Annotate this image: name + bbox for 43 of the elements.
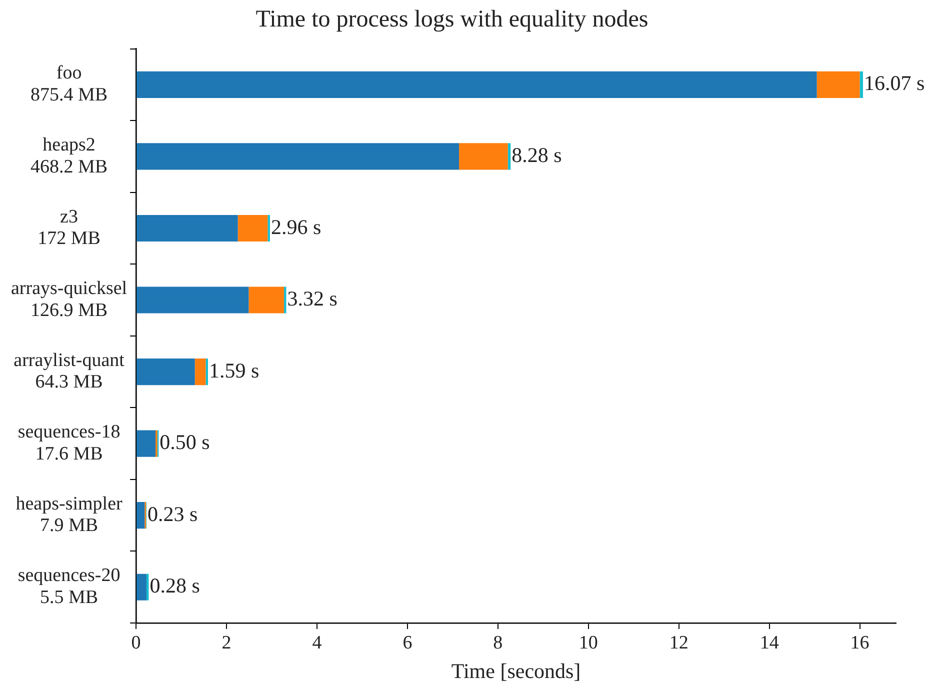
bar <box>136 574 146 600</box>
bar <box>248 286 284 314</box>
bar <box>284 286 286 314</box>
bar <box>816 71 860 98</box>
y-tick-label: arrays-quicksel 126.9 MB <box>11 278 128 321</box>
x-tick-label: 16 <box>850 632 870 654</box>
total-label: 0.28 s <box>150 574 200 598</box>
chart-title: Time to process logs with equality nodes <box>256 6 648 33</box>
x-tick-label: 12 <box>669 632 688 654</box>
total-label: 0.50 s <box>160 430 210 454</box>
x-axis-title: Time [seconds] <box>451 658 581 683</box>
y-tick-label: sequences-18 17.6 MB <box>18 422 120 464</box>
y-tick-label: z3 172 MB <box>38 206 100 250</box>
bar <box>136 502 145 529</box>
y-tick-label: sequences-20 5.5 MB <box>18 565 120 608</box>
y-tick-label: heaps-simpler 7.9 MB <box>16 493 123 536</box>
x-tick-label: 2 <box>222 632 232 654</box>
bar <box>860 71 863 98</box>
total-label: 3.32 s <box>287 286 338 311</box>
bar <box>136 358 195 386</box>
x-tick-label: 4 <box>312 632 322 654</box>
y-tick-label: arraylist-quant 64.3 MB <box>14 350 126 393</box>
total-label: 0.23 s <box>147 502 198 526</box>
bar <box>136 430 156 457</box>
total-label: 2.96 s <box>270 214 322 239</box>
y-tick-label: heaps2 468.2 MB <box>30 134 108 178</box>
bar <box>194 358 206 386</box>
bar <box>238 214 268 242</box>
bar <box>136 143 460 170</box>
x-tick-label: 0 <box>131 632 141 654</box>
total-label: 16.07 s <box>864 71 925 96</box>
x-tick-label: 10 <box>578 632 598 654</box>
bar <box>508 143 511 170</box>
x-tick-label: 8 <box>493 632 503 654</box>
total-label: 1.59 s <box>208 358 260 382</box>
x-tick-label: 14 <box>760 632 780 654</box>
bar <box>459 143 508 170</box>
y-tick-label: foo 875.4 MB <box>30 62 108 106</box>
x-tick-label: 6 <box>402 632 412 654</box>
bar <box>136 71 817 98</box>
total-label: 8.28 s <box>512 142 562 167</box>
bar <box>136 214 238 242</box>
bar <box>136 286 249 314</box>
